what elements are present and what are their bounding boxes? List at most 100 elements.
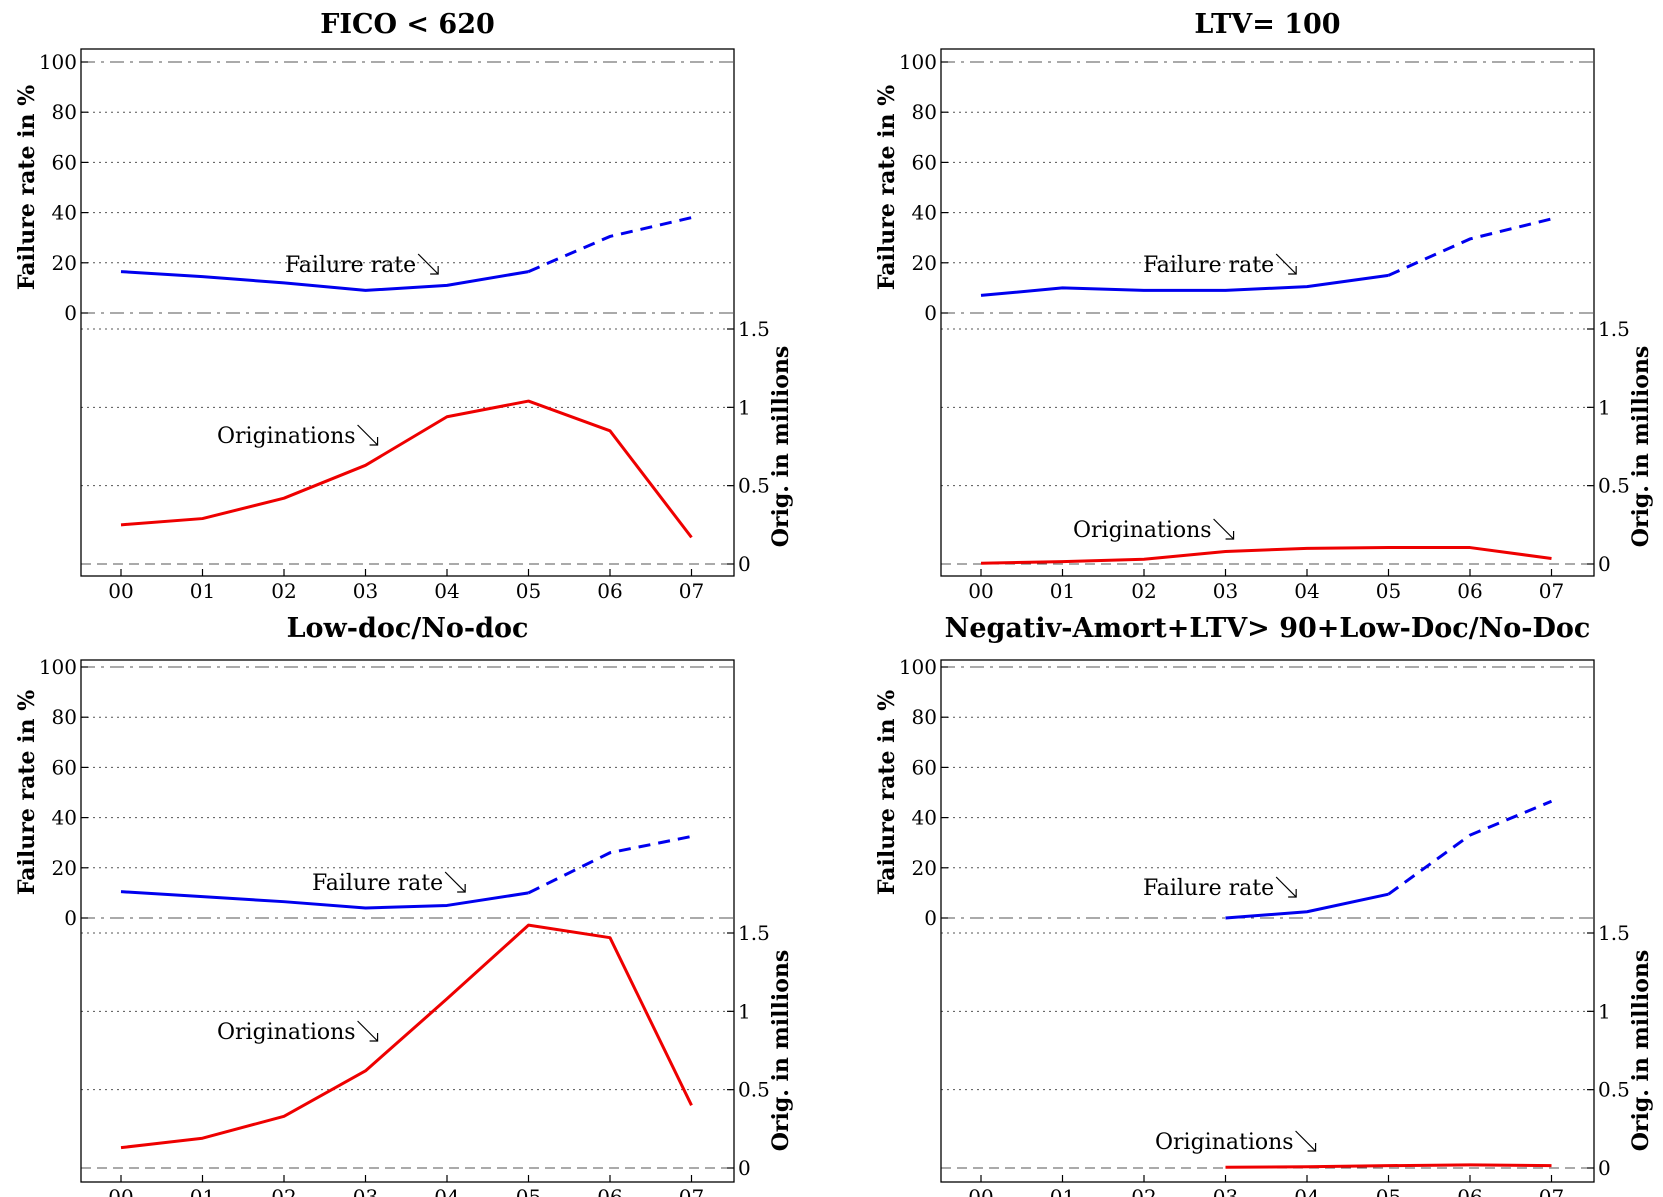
y-axis-label-left: Failure rate in %	[14, 690, 40, 895]
y-tick-label-right: 0.5	[738, 1078, 770, 1102]
x-tick-label: 05	[1376, 1185, 1401, 1197]
y-tick-label-right: 1.5	[1598, 317, 1630, 341]
y-tick-label-right: 0	[1598, 552, 1611, 576]
y-tick-label-left: 20	[52, 251, 77, 275]
x-tick-label: 06	[1457, 1185, 1482, 1197]
x-tick-label: 02	[271, 579, 296, 603]
failure-rate-line	[120, 270, 529, 292]
y-tick-label-right: 1	[738, 395, 751, 419]
failure-rate-projection-line	[1387, 217, 1552, 277]
originations-line	[120, 923, 693, 1150]
annotation-arrow	[1295, 1130, 1317, 1152]
x-tick-label: 02	[271, 1185, 296, 1197]
annotation-arrowhead	[430, 266, 439, 275]
annotation-arrow	[357, 1020, 379, 1042]
x-tick-label: 00	[108, 1185, 133, 1197]
x-tick-label: 05	[516, 1185, 541, 1197]
y-tick-label-right: 1	[1598, 999, 1611, 1023]
y-tick-label-right: 0	[1598, 1156, 1611, 1180]
x-tick-label: 07	[1539, 579, 1564, 603]
y-tick-label-right: 1	[738, 999, 751, 1023]
y-tick-label-right: 0	[738, 552, 751, 576]
x-tick-label: 03	[1213, 579, 1238, 603]
y-tick-label-left: 80	[912, 100, 937, 124]
x-tick-label: 01	[1050, 1185, 1075, 1197]
x-tick-label: 00	[108, 579, 133, 603]
y-axis-label-left: Failure rate in %	[14, 85, 40, 290]
x-tick-label: 04	[1294, 579, 1319, 603]
x-tick-label: 01	[190, 579, 215, 603]
y-tick-label-left: 60	[52, 755, 77, 779]
x-tick-label: 04	[434, 1185, 459, 1197]
annotation-arrowhead	[1307, 1143, 1317, 1152]
series-annotation: Failure rate	[285, 253, 416, 278]
annotation-arrow	[444, 871, 466, 893]
annotation-arrowhead	[1288, 266, 1297, 275]
y-tick-label-left: 100	[39, 655, 77, 679]
y-tick-label-left: 100	[39, 50, 77, 74]
annotation-arrow	[1275, 876, 1297, 898]
y-tick-label-left: 40	[912, 201, 937, 225]
y-tick-label-right: 1.5	[738, 921, 770, 945]
y-axis-label-right: Orig. in millions	[768, 950, 794, 1152]
chart-panel: LTV= 100 00 01 02 03 04 05 06 07 0 20 40 60 80 100 0 0.5…	[874, 9, 1654, 603]
y-tick-label-left: 40	[912, 806, 937, 830]
series-annotation: Originations	[1073, 518, 1212, 543]
y-tick-label-right: 0.5	[1598, 474, 1630, 498]
x-tick-label: 05	[1376, 579, 1401, 603]
annotation-arrowhead	[369, 437, 379, 446]
y-axis-label-left: Failure rate in %	[874, 690, 900, 895]
y-axis-label-left: Failure rate in %	[874, 85, 900, 290]
y-tick-label-right: 1	[1598, 395, 1611, 419]
y-tick-label-left: 100	[899, 655, 937, 679]
x-tick-label: 04	[1294, 1185, 1319, 1197]
chart-title: LTV= 100	[1194, 9, 1340, 40]
originations-line	[120, 399, 693, 539]
plot-frame	[940, 659, 1595, 1183]
series-annotation: Originations	[217, 424, 356, 449]
x-tick-label: 00	[968, 1185, 993, 1197]
y-tick-label-left: 20	[912, 856, 937, 880]
originations-line	[980, 546, 1552, 565]
annotation-arrow	[1213, 518, 1235, 540]
y-tick-label-left: 0	[64, 906, 77, 930]
x-tick-label: 07	[1539, 1185, 1564, 1197]
x-tick-label: 06	[1457, 579, 1482, 603]
x-tick-label: 03	[353, 579, 378, 603]
annotation-arrow	[1275, 253, 1297, 275]
chart-title: Low-doc/No-doc	[287, 613, 529, 644]
y-tick-label-right: 1.5	[738, 317, 770, 341]
y-tick-label-left: 40	[52, 201, 77, 225]
annotation-arrow	[417, 253, 439, 275]
y-tick-label-right: 0.5	[1598, 1078, 1630, 1102]
annotation-arrowhead	[457, 884, 466, 893]
y-tick-label-left: 40	[52, 806, 77, 830]
y-tick-label-right: 1.5	[1598, 921, 1630, 945]
y-tick-label-left: 80	[52, 100, 77, 124]
chart-panel: FICO < 620 00 01 02 03 04 05 06 07 0 20 40 60 80 100 0 0…	[14, 9, 794, 603]
plot-frame	[80, 659, 735, 1183]
failure-rate-projection-line	[527, 216, 692, 273]
x-tick-label: 07	[679, 579, 704, 603]
failure-rate-line	[980, 273, 1389, 297]
x-tick-label: 01	[190, 1185, 215, 1197]
chart-title: FICO < 620	[320, 9, 495, 40]
y-tick-label-left: 0	[924, 301, 937, 325]
y-tick-label-right: 0	[738, 1156, 751, 1180]
series-annotation: Originations	[1155, 1130, 1294, 1155]
series-annotation: Failure rate	[1143, 876, 1274, 901]
x-tick-label: 04	[434, 579, 459, 603]
series-annotation: Originations	[217, 1020, 356, 1045]
x-tick-label: 01	[1050, 579, 1075, 603]
y-axis-label-right: Orig. in millions	[1628, 950, 1654, 1152]
y-tick-label-left: 80	[52, 705, 77, 729]
series-annotation: Failure rate	[312, 871, 443, 896]
x-tick-label: 03	[1213, 1185, 1238, 1197]
failure-rate-projection-line	[527, 834, 692, 895]
y-tick-label-left: 20	[52, 856, 77, 880]
annotation-arrowhead	[1225, 531, 1235, 540]
y-tick-label-right: 0.5	[738, 474, 770, 498]
y-tick-label-left: 20	[912, 251, 937, 275]
